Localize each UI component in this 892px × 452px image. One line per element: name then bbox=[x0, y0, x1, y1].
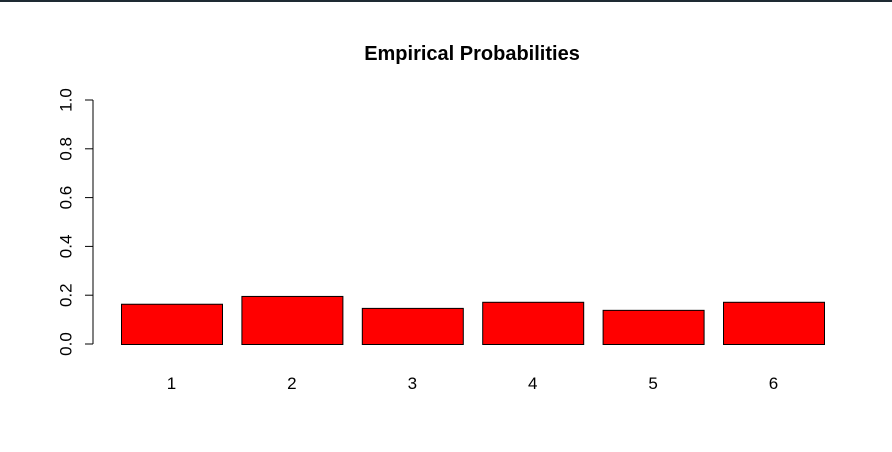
y-tick-label: 0.2 bbox=[57, 283, 76, 307]
bar-5 bbox=[602, 309, 705, 345]
chart-title: Empirical Probabilities bbox=[364, 43, 580, 65]
y-tick-label: 1.0 bbox=[57, 88, 76, 112]
x-tick-labels: 1 2 3 4 5 6 bbox=[167, 374, 778, 393]
y-tick-label: 0.6 bbox=[57, 186, 76, 210]
y-axis: 0.0 0.2 0.4 0.6 0.8 1.0 bbox=[57, 88, 94, 356]
bar-6 bbox=[723, 301, 825, 345]
bar-1 bbox=[121, 303, 223, 345]
x-tick-label: 6 bbox=[769, 374, 778, 393]
x-tick-label: 4 bbox=[528, 374, 537, 393]
bars-group bbox=[121, 295, 825, 346]
window-top-border bbox=[0, 0, 892, 2]
bar-3 bbox=[361, 307, 464, 345]
x-tick-label: 3 bbox=[408, 374, 417, 393]
x-tick-label: 1 bbox=[167, 374, 176, 393]
y-tick-label: 0.4 bbox=[57, 235, 76, 259]
x-tick-label: 2 bbox=[287, 374, 296, 393]
x-tick-label: 5 bbox=[648, 374, 657, 393]
bar-4 bbox=[482, 301, 585, 345]
y-tick-label: 0.0 bbox=[57, 332, 76, 356]
y-tick-label: 0.8 bbox=[57, 137, 76, 161]
bar-2 bbox=[241, 295, 344, 346]
